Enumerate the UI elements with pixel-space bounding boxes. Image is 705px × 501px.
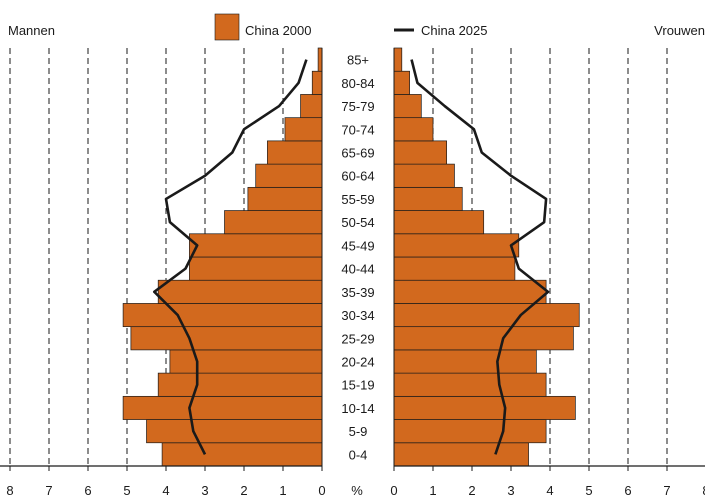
age-group-label: 70-74 (341, 122, 374, 137)
bar-male (267, 140, 323, 165)
tick-label-left: 4 (162, 483, 169, 498)
age-group-label: 50-54 (341, 215, 374, 230)
age-group-label: 65-69 (341, 146, 374, 161)
age-group-label: 5-9 (349, 424, 368, 439)
tick-label-right: 0 (390, 483, 397, 498)
bar-male (300, 94, 323, 119)
tick-label-right: 2 (468, 483, 475, 498)
bar-female (393, 233, 520, 258)
age-group-label: 85+ (347, 53, 369, 68)
bar-female (393, 117, 434, 142)
bar-male (122, 395, 323, 420)
bar-male (122, 303, 323, 328)
tick-label-right: 7 (663, 483, 670, 498)
bar-male (311, 70, 323, 95)
lines-group (153, 59, 550, 455)
bar-female (393, 395, 576, 420)
tick-label-left: 0 (318, 483, 325, 498)
tick-label-right: 1 (429, 483, 436, 498)
age-group-label: 80-84 (341, 76, 374, 91)
bar-male (189, 233, 323, 258)
age-group-label: 40-44 (341, 262, 374, 277)
bar-female (393, 326, 574, 351)
tick-label-left: 1 (279, 483, 286, 498)
bar-male (146, 419, 323, 444)
line-female-2025 (410, 59, 550, 455)
right-label: Vrouwen (654, 23, 705, 38)
age-group-label: 55-59 (341, 192, 374, 207)
bar-male (169, 349, 323, 374)
tick-label-left: 8 (6, 483, 13, 498)
bar-male (157, 372, 323, 397)
bar-male (161, 442, 323, 467)
age-group-label: 60-64 (341, 169, 374, 184)
age-group-label: 15-19 (341, 378, 374, 393)
tick-label-right: 8 (702, 483, 705, 498)
bar-female (393, 163, 455, 188)
bar-male (247, 186, 323, 211)
legend-line-label: China 2025 (421, 23, 488, 38)
bar-male (284, 117, 323, 142)
tick-label-right: 6 (624, 483, 631, 498)
bar-female (393, 372, 547, 397)
bar-female (393, 210, 485, 235)
age-group-label: 25-29 (341, 331, 374, 346)
age-group-label: 20-24 (341, 355, 374, 370)
bar-female (393, 186, 463, 211)
line-male-2025 (153, 59, 308, 455)
tick-label-right: 5 (585, 483, 592, 498)
tick-label-left: 7 (45, 483, 52, 498)
age-group-label: 35-39 (341, 285, 374, 300)
bar-female (393, 303, 580, 328)
tick-label-right: 3 (507, 483, 514, 498)
bar-male (224, 210, 323, 235)
unit-label: % (351, 483, 363, 498)
bar-female (393, 349, 537, 374)
tick-label-right: 4 (546, 483, 553, 498)
age-group-label: 10-14 (341, 401, 374, 416)
left-label: Mannen (8, 23, 55, 38)
bar-female (393, 419, 547, 444)
bar-male (317, 47, 323, 72)
bar-male (157, 279, 323, 304)
tick-label-left: 2 (240, 483, 247, 498)
axes-group (0, 48, 705, 471)
age-group-label: 45-49 (341, 238, 374, 253)
age-group-label: 75-79 (341, 99, 374, 114)
labels-group: 0 0 1 1 2 2 3 3 4 4 5 5 6 6 7 7 8 8 0-4 5-9 10-14 15-19 20-24 2… (6, 53, 705, 498)
age-group-label: 0-4 (349, 447, 368, 462)
legend-bar-label: China 2000 (245, 23, 312, 38)
bar-male (130, 326, 323, 351)
bar-male (189, 256, 323, 281)
bar-female (393, 70, 410, 95)
bar-female (393, 256, 516, 281)
bar-male (255, 163, 323, 188)
tick-label-left: 6 (84, 483, 91, 498)
tick-label-left: 5 (123, 483, 130, 498)
bar-female (393, 94, 422, 119)
tick-label-left: 3 (201, 483, 208, 498)
legend-bar-swatch (214, 13, 240, 41)
age-group-label: 30-34 (341, 308, 374, 323)
bar-female (393, 47, 403, 72)
bar-female (393, 442, 529, 467)
bar-female (393, 140, 448, 165)
bar-female (393, 279, 547, 304)
